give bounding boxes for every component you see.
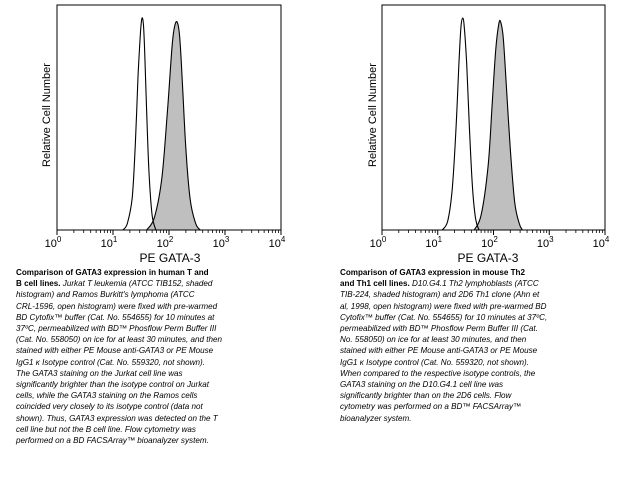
x-tick-label-base: 10 [593,238,605,250]
caption-body: Jurkat T leukemia (ATCC TIB152, shaded h… [16,279,223,446]
x-tick-label: 102 [157,235,174,250]
x-tick-label-base: 10 [537,238,549,250]
x-tick-label-exponent: 0 [57,235,62,244]
x-tick-label-exponent: 1 [438,235,443,244]
x-tick-label-base: 10 [157,238,169,250]
caption-left: Comparison of GATA3 expression in human … [16,267,306,446]
x-axis-label: PE GATA-3 [458,251,519,265]
histogram-open [122,17,157,231]
x-tick-label-base: 10 [481,238,493,250]
x-tick-label-exponent: 4 [281,235,286,244]
histogram-left: 100 101 102 103 104 Relative Cell Number PE … [41,4,286,265]
caption-title: Comparison of GATA3 expression in mouse … [340,268,525,289]
chart-right: 100 101 102 103 104 Relative Cell Number PE … [325,0,643,489]
y-axis-label: Relative Cell Number [367,63,379,167]
caption-body: D10.G4.1 Th2 lymphoblasts (ATCC TIB-224,… [340,279,548,423]
x-tick-label-exponent: 0 [382,235,387,244]
x-tick-label: 104 [269,235,286,250]
histogram-shaded [146,21,201,231]
x-tick-label-exponent: 3 [225,235,230,244]
x-tick-label-base: 10 [101,238,113,250]
x-tick-label: 101 [101,235,118,250]
x-tick-label-exponent: 1 [113,235,118,244]
x-tick-label-base: 10 [213,238,225,250]
caption-right: Comparison of GATA3 expression in mouse … [340,267,630,424]
x-tick-label-exponent: 3 [549,235,554,244]
x-tick-label-base: 10 [269,238,281,250]
histogram-open [441,17,480,231]
x-tick-label: 101 [425,235,442,250]
x-tick-label-exponent: 2 [169,235,174,244]
x-axis-label: PE GATA-3 [140,251,201,265]
x-tick-label: 100 [45,235,62,250]
x-tick-label-base: 10 [425,238,437,250]
chart-left: 100 101 102 103 104 Relative Cell Number PE … [41,4,286,265]
x-tick-label-base: 10 [45,238,57,250]
x-tick-label: 102 [481,235,498,250]
x-tick-label-exponent: 4 [605,235,610,244]
x-tick-label: 100 [370,235,387,250]
x-tick-label: 103 [213,235,230,250]
histogram-shaded [473,19,523,231]
histogram-right: 100 101 102 103 104 Relative Cell Number PE … [367,4,610,265]
x-tick-label-base: 10 [370,238,382,250]
y-axis-label: Relative Cell Number [41,63,53,167]
x-tick-label-exponent: 2 [493,235,498,244]
x-tick-label: 104 [593,235,610,250]
x-tick-label: 103 [537,235,554,250]
caption-title: Comparison of GATA3 expression in human … [16,268,209,289]
